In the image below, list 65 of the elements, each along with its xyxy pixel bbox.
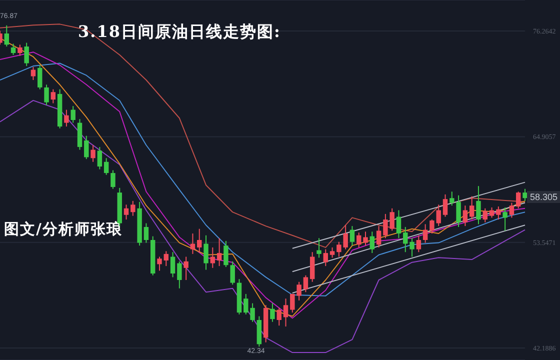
candlestick: [157, 256, 162, 272]
candlestick: [184, 256, 188, 280]
candlestick: [90, 144, 96, 162]
candlestick: [323, 248, 328, 267]
candlestick: [516, 191, 521, 209]
candlestick: [356, 232, 362, 248]
candlestick: [110, 170, 116, 190]
annotation: 58.305: [527, 191, 560, 204]
candlestick: [38, 64, 42, 90]
candlestick: [130, 200, 136, 216]
candlestick: [44, 84, 49, 106]
candlestick: [216, 238, 222, 267]
candlestick: [50, 88, 56, 104]
candlestick: [330, 246, 335, 258]
candlestick: [270, 302, 275, 322]
candlestick: [522, 188, 528, 202]
candlestick: [10, 43, 16, 56]
candlestick: [30, 66, 36, 80]
candlestick: [303, 274, 308, 293]
line-series: [0, 24, 526, 248]
candlestick: [204, 234, 208, 270]
line-series: [0, 100, 526, 354]
candlestick: [104, 158, 109, 176]
candlestick: [250, 302, 255, 322]
candlestick: [310, 252, 315, 282]
candlestick: [476, 186, 481, 225]
candlestick: [276, 307, 282, 326]
candlestick: [410, 238, 414, 258]
candlestick: [469, 196, 474, 220]
candlestick: [370, 231, 375, 254]
candlestick: [244, 293, 248, 315]
candlestick: [190, 232, 196, 254]
candlestick: [350, 226, 355, 246]
candlestick: [97, 146, 102, 170]
candlestick: [70, 106, 76, 124]
candlestick: [210, 246, 216, 268]
candlestick: [164, 250, 168, 267]
candlestick: [403, 226, 408, 253]
candlestick: [197, 228, 202, 253]
candlestick: [18, 44, 22, 56]
candlestick: [224, 240, 228, 268]
candlestick: [509, 202, 514, 218]
candlestick: [363, 231, 368, 246]
candlestick: [482, 208, 488, 223]
candlestick: [24, 42, 29, 67]
candlestick: [462, 205, 468, 227]
candlestick: [496, 206, 501, 220]
candlestick: [177, 260, 182, 289]
candlestick: [84, 135, 89, 160]
candlestick: [376, 226, 382, 248]
candlestick: [416, 234, 422, 253]
candlestick: [124, 204, 129, 220]
candlestick: [396, 210, 402, 239]
candlestick: [4, 24, 10, 48]
candlestick: [316, 238, 322, 258]
candlestick: [489, 206, 494, 218]
candlestick: [502, 206, 508, 232]
candlestick: [283, 298, 288, 328]
candlestick: [64, 109, 69, 128]
candlestick: [422, 224, 428, 244]
annotation: 图文/分析师张琅: [4, 220, 122, 239]
candlestick: [144, 222, 149, 244]
candlestick: [170, 252, 176, 278]
candlestick: [442, 194, 448, 218]
candlestick: [230, 260, 235, 286]
